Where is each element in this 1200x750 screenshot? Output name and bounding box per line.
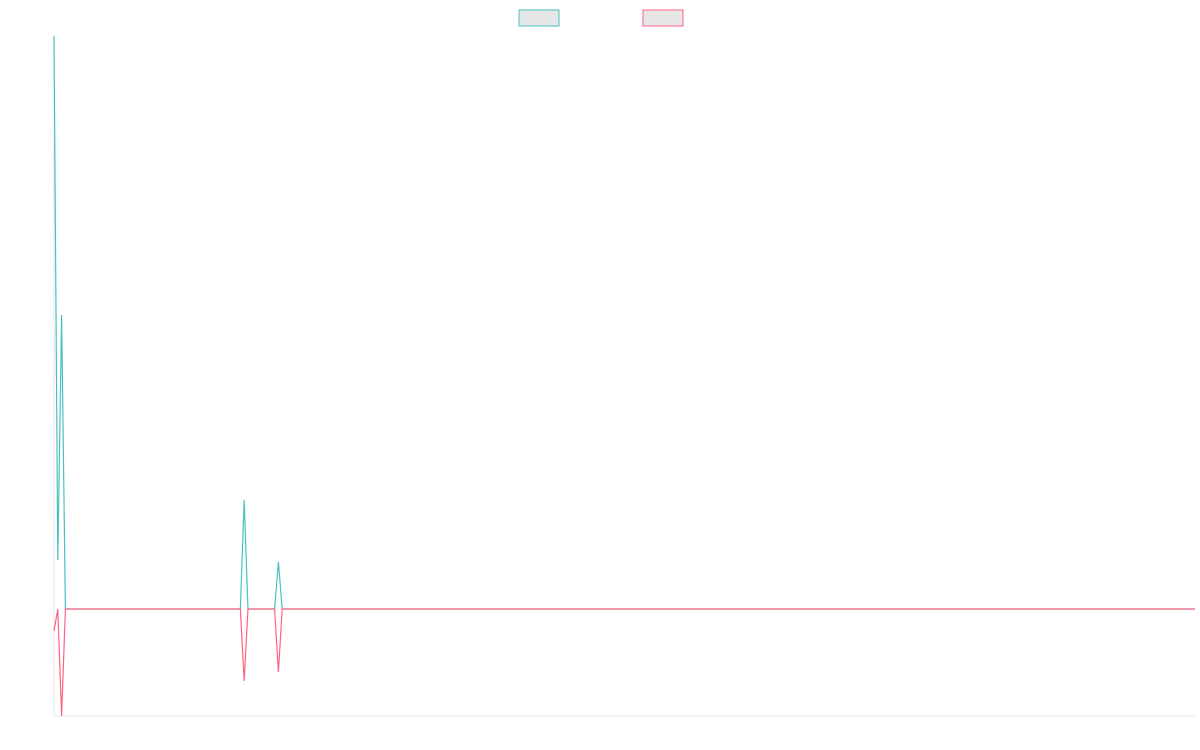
series-line [53, 35, 1195, 610]
legend-swatch [518, 9, 560, 27]
series-line [53, 608, 1195, 717]
legend-swatch [642, 9, 684, 27]
